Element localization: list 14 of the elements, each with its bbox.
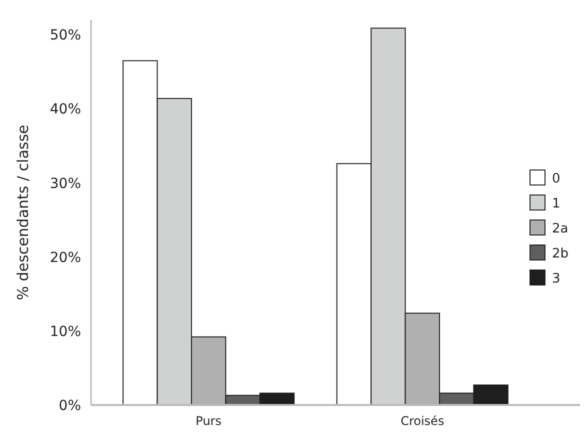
y-axis-title: % descendants / classe: [14, 124, 32, 300]
y-tick-label: 0%: [58, 398, 81, 414]
y-tick-label: 40%: [50, 102, 81, 118]
legend-label: 2b: [552, 246, 569, 262]
y-tick-label: 30%: [50, 176, 81, 192]
y-tick-label: 20%: [50, 250, 81, 266]
y-tick-label: 50%: [50, 28, 81, 44]
legend-label: 3: [552, 272, 560, 287]
x-tick-label: Croisés: [400, 414, 444, 428]
legend-label: 1: [552, 196, 560, 212]
legend-label: 0: [552, 172, 560, 187]
y-tick-label: 10%: [50, 324, 81, 340]
legend-label: 2a: [552, 222, 568, 237]
x-tick-label: Purs: [196, 414, 222, 428]
